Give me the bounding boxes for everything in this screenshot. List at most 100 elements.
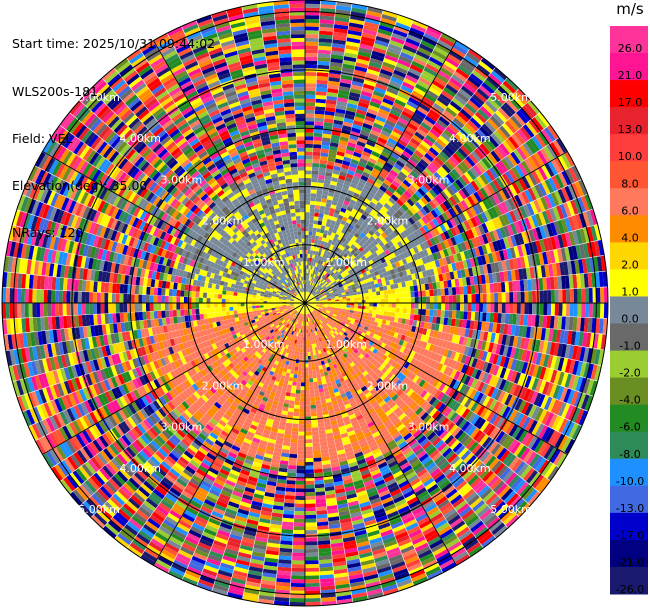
- velocity-cell: [351, 179, 359, 186]
- velocity-cell: [350, 300, 355, 303]
- velocity-cell: [434, 183, 444, 194]
- velocity-cell: [314, 362, 319, 367]
- velocity-cell: [403, 190, 412, 199]
- velocity-cell: [431, 79, 445, 90]
- velocity-cell: [305, 594, 321, 599]
- velocity-cell: [482, 103, 495, 116]
- velocity-cell: [403, 107, 415, 116]
- velocity-cell: [399, 292, 404, 298]
- velocity-cell: [349, 134, 359, 141]
- velocity-cell: [305, 465, 314, 470]
- velocity-cell: [353, 172, 362, 179]
- velocity-cell: [337, 263, 343, 269]
- velocity-cell: [309, 293, 313, 298]
- velocity-cell: [314, 254, 318, 260]
- velocity-cell: [384, 307, 389, 312]
- velocity-cell: [448, 295, 453, 303]
- velocity-cell: [343, 252, 348, 258]
- velocity-cell: [305, 582, 320, 588]
- velocity-cell: [318, 45, 332, 51]
- velocity-cell: [399, 307, 404, 314]
- velocity-cell: [352, 257, 358, 263]
- velocity-cell: [315, 259, 319, 264]
- velocity-cell: [398, 196, 407, 204]
- velocity-cell: [327, 274, 332, 279]
- velocity-cell: [521, 105, 535, 119]
- velocity-cell: [455, 67, 470, 79]
- velocity-cell: [305, 295, 307, 300]
- velocity-cell: [389, 109, 401, 118]
- velocity-cell: [422, 96, 435, 106]
- velocity-cell: [294, 366, 299, 371]
- velocity-cell: [367, 65, 381, 73]
- velocity-cell: [455, 114, 467, 126]
- velocity-cell: [337, 214, 344, 220]
- velocity-cell: [423, 33, 439, 43]
- velocity-cell: [376, 32, 392, 40]
- velocity-cell: [357, 181, 365, 189]
- velocity-cell: [321, 279, 326, 284]
- velocity-cell: [419, 43, 434, 54]
- velocity-cell: [327, 260, 332, 265]
- velocity-cell: [469, 73, 484, 85]
- velocity-cell: [414, 164, 424, 174]
- velocity-cell: [354, 112, 366, 120]
- velocity-cell: [347, 247, 354, 253]
- velocity-cell: [422, 296, 427, 303]
- velocity-cell: [322, 217, 328, 223]
- velocity-cell: [287, 472, 297, 477]
- velocity-cell: [494, 303, 499, 313]
- velocity-cell: [353, 294, 358, 298]
- velocity-cell: [380, 306, 385, 312]
- velocity-cell: [346, 298, 351, 301]
- velocity-cell: [363, 147, 373, 155]
- velocity-cell: [310, 193, 317, 198]
- velocity-cell: [470, 285, 476, 294]
- velocity-cell: [325, 168, 334, 174]
- velocity-cell: [484, 100, 498, 113]
- velocity-cell: [335, 205, 342, 211]
- velocity-cell: [381, 65, 395, 73]
- velocity-cell: [309, 281, 312, 285]
- velocity-cell: [329, 223, 335, 229]
- velocity-cell: [513, 91, 527, 105]
- velocity-cell: [395, 62, 410, 71]
- velocity-cell: [305, 196, 311, 201]
- velocity-cell: [345, 209, 352, 216]
- velocity-cell: [452, 117, 465, 129]
- velocity-cell: [368, 309, 373, 314]
- velocity-cell: [329, 207, 336, 213]
- velocity-cell: [305, 291, 307, 296]
- velocity-cell: [362, 210, 370, 218]
- velocity-cell: [360, 130, 370, 137]
- velocity-cell: [412, 20, 428, 30]
- velocity-cell: [402, 179, 412, 188]
- velocity-cell: [407, 122, 419, 132]
- velocity-cell: [310, 246, 314, 251]
- velocity-cell: [391, 312, 396, 318]
- velocity-cell: [404, 103, 417, 113]
- velocity-cell: [354, 223, 361, 230]
- velocity-cell: [305, 193, 311, 198]
- velocity-cell: [360, 36, 376, 44]
- velocity-cell: [369, 211, 377, 218]
- velocity-cell: [366, 161, 376, 168]
- velocity-cell: [308, 284, 311, 289]
- velocity-cell: [456, 303, 461, 311]
- velocity-cell: [296, 385, 301, 390]
- velocity-cell: [475, 293, 480, 303]
- velocity-cell: [387, 186, 396, 194]
- velocity-cell: [380, 17, 396, 26]
- velocity-cell: [390, 284, 395, 290]
- velocity-cell: [322, 137, 331, 143]
- velocity-cell: [312, 370, 317, 375]
- velocity-cell: [474, 311, 479, 321]
- velocity-cell: [357, 235, 364, 241]
- velocity-cell: [367, 288, 373, 293]
- velocity-cell: [305, 480, 315, 485]
- velocity-cell: [313, 216, 319, 221]
- velocity-cell: [403, 78, 417, 87]
- velocity-cell: [371, 208, 379, 215]
- velocity-cell: [462, 158, 473, 170]
- velocity-cell: [520, 303, 525, 315]
